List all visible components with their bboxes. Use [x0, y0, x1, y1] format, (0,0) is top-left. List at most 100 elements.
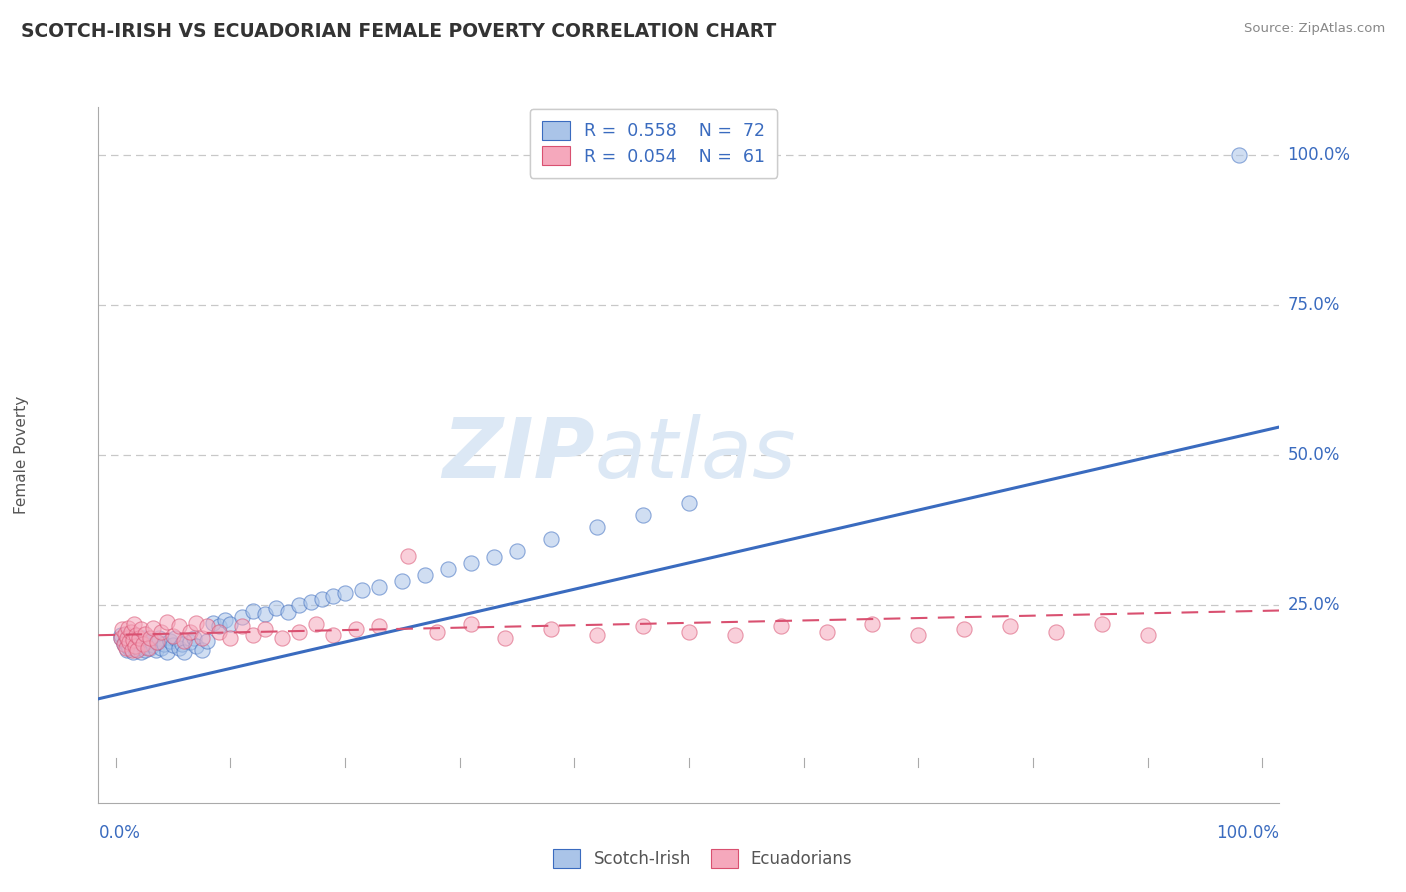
- Point: [150, 641, 173, 656]
- Point: [460, 556, 482, 570]
- Point: [121, 632, 143, 647]
- Point: [115, 641, 138, 656]
- Point: [242, 604, 264, 618]
- Point: [115, 643, 138, 657]
- Point: [391, 574, 413, 588]
- Point: [506, 544, 529, 558]
- Point: [1045, 624, 1067, 639]
- Point: [146, 635, 169, 649]
- Point: [117, 639, 139, 653]
- Point: [202, 615, 225, 630]
- Point: [110, 631, 132, 645]
- Point: [117, 621, 139, 635]
- Point: [139, 641, 162, 656]
- Point: [111, 622, 134, 636]
- Point: [120, 624, 142, 639]
- Point: [495, 631, 517, 645]
- Point: [110, 631, 132, 645]
- Point: [678, 496, 700, 510]
- Point: [195, 633, 218, 648]
- Point: [173, 633, 195, 648]
- Text: 100.0%: 100.0%: [1216, 824, 1279, 842]
- Point: [413, 567, 436, 582]
- Point: [299, 595, 322, 609]
- Point: [136, 641, 159, 656]
- Point: [114, 626, 136, 640]
- Point: [769, 619, 792, 633]
- Point: [907, 628, 929, 642]
- Point: [110, 628, 132, 642]
- Point: [586, 628, 609, 642]
- Point: [270, 631, 292, 645]
- Point: [118, 635, 141, 649]
- Text: 100.0%: 100.0%: [1288, 146, 1351, 164]
- Point: [115, 631, 138, 645]
- Point: [148, 631, 170, 645]
- Point: [333, 586, 356, 600]
- Point: [135, 632, 157, 647]
- Point: [586, 520, 609, 534]
- Point: [540, 532, 562, 546]
- Point: [231, 610, 253, 624]
- Point: [128, 637, 150, 651]
- Point: [998, 619, 1021, 633]
- Point: [540, 622, 562, 636]
- Point: [678, 624, 700, 639]
- Point: [162, 629, 184, 643]
- Text: 75.0%: 75.0%: [1288, 296, 1340, 314]
- Point: [184, 639, 207, 653]
- Text: 25.0%: 25.0%: [1288, 596, 1340, 614]
- Point: [482, 549, 505, 564]
- Point: [179, 624, 201, 639]
- Text: SCOTCH-IRISH VS ECUADORIAN FEMALE POVERTY CORRELATION CHART: SCOTCH-IRISH VS ECUADORIAN FEMALE POVERT…: [21, 22, 776, 41]
- Point: [136, 637, 159, 651]
- Point: [460, 617, 482, 632]
- Point: [219, 617, 242, 632]
- Point: [162, 638, 184, 652]
- Point: [125, 628, 148, 642]
- Point: [124, 642, 146, 657]
- Point: [120, 633, 142, 648]
- Point: [253, 622, 276, 636]
- Point: [277, 605, 299, 619]
- Point: [1227, 148, 1250, 162]
- Point: [139, 631, 162, 645]
- Point: [145, 643, 167, 657]
- Point: [631, 619, 654, 633]
- Point: [860, 617, 883, 632]
- Point: [167, 641, 190, 656]
- Point: [152, 637, 174, 651]
- Point: [142, 638, 165, 652]
- Text: Female Poverty: Female Poverty: [14, 396, 30, 514]
- Point: [179, 635, 201, 649]
- Point: [132, 631, 155, 645]
- Point: [118, 641, 141, 656]
- Point: [122, 635, 145, 649]
- Point: [141, 633, 163, 648]
- Point: [190, 631, 212, 645]
- Point: [953, 622, 976, 636]
- Point: [288, 598, 311, 612]
- Point: [1091, 617, 1114, 632]
- Point: [127, 633, 149, 648]
- Point: [322, 628, 344, 642]
- Point: [124, 639, 146, 653]
- Text: atlas: atlas: [595, 415, 796, 495]
- Point: [129, 645, 152, 659]
- Point: [183, 631, 205, 645]
- Point: [253, 607, 276, 621]
- Point: [132, 637, 155, 651]
- Point: [288, 624, 311, 639]
- Point: [368, 619, 391, 633]
- Point: [214, 613, 236, 627]
- Point: [1136, 628, 1159, 642]
- Point: [208, 619, 231, 633]
- Point: [121, 638, 143, 652]
- Point: [128, 631, 150, 645]
- Point: [173, 645, 195, 659]
- Text: Source: ZipAtlas.com: Source: ZipAtlas.com: [1244, 22, 1385, 36]
- Point: [264, 600, 287, 615]
- Point: [368, 580, 391, 594]
- Point: [127, 643, 149, 657]
- Text: 0.0%: 0.0%: [98, 824, 141, 842]
